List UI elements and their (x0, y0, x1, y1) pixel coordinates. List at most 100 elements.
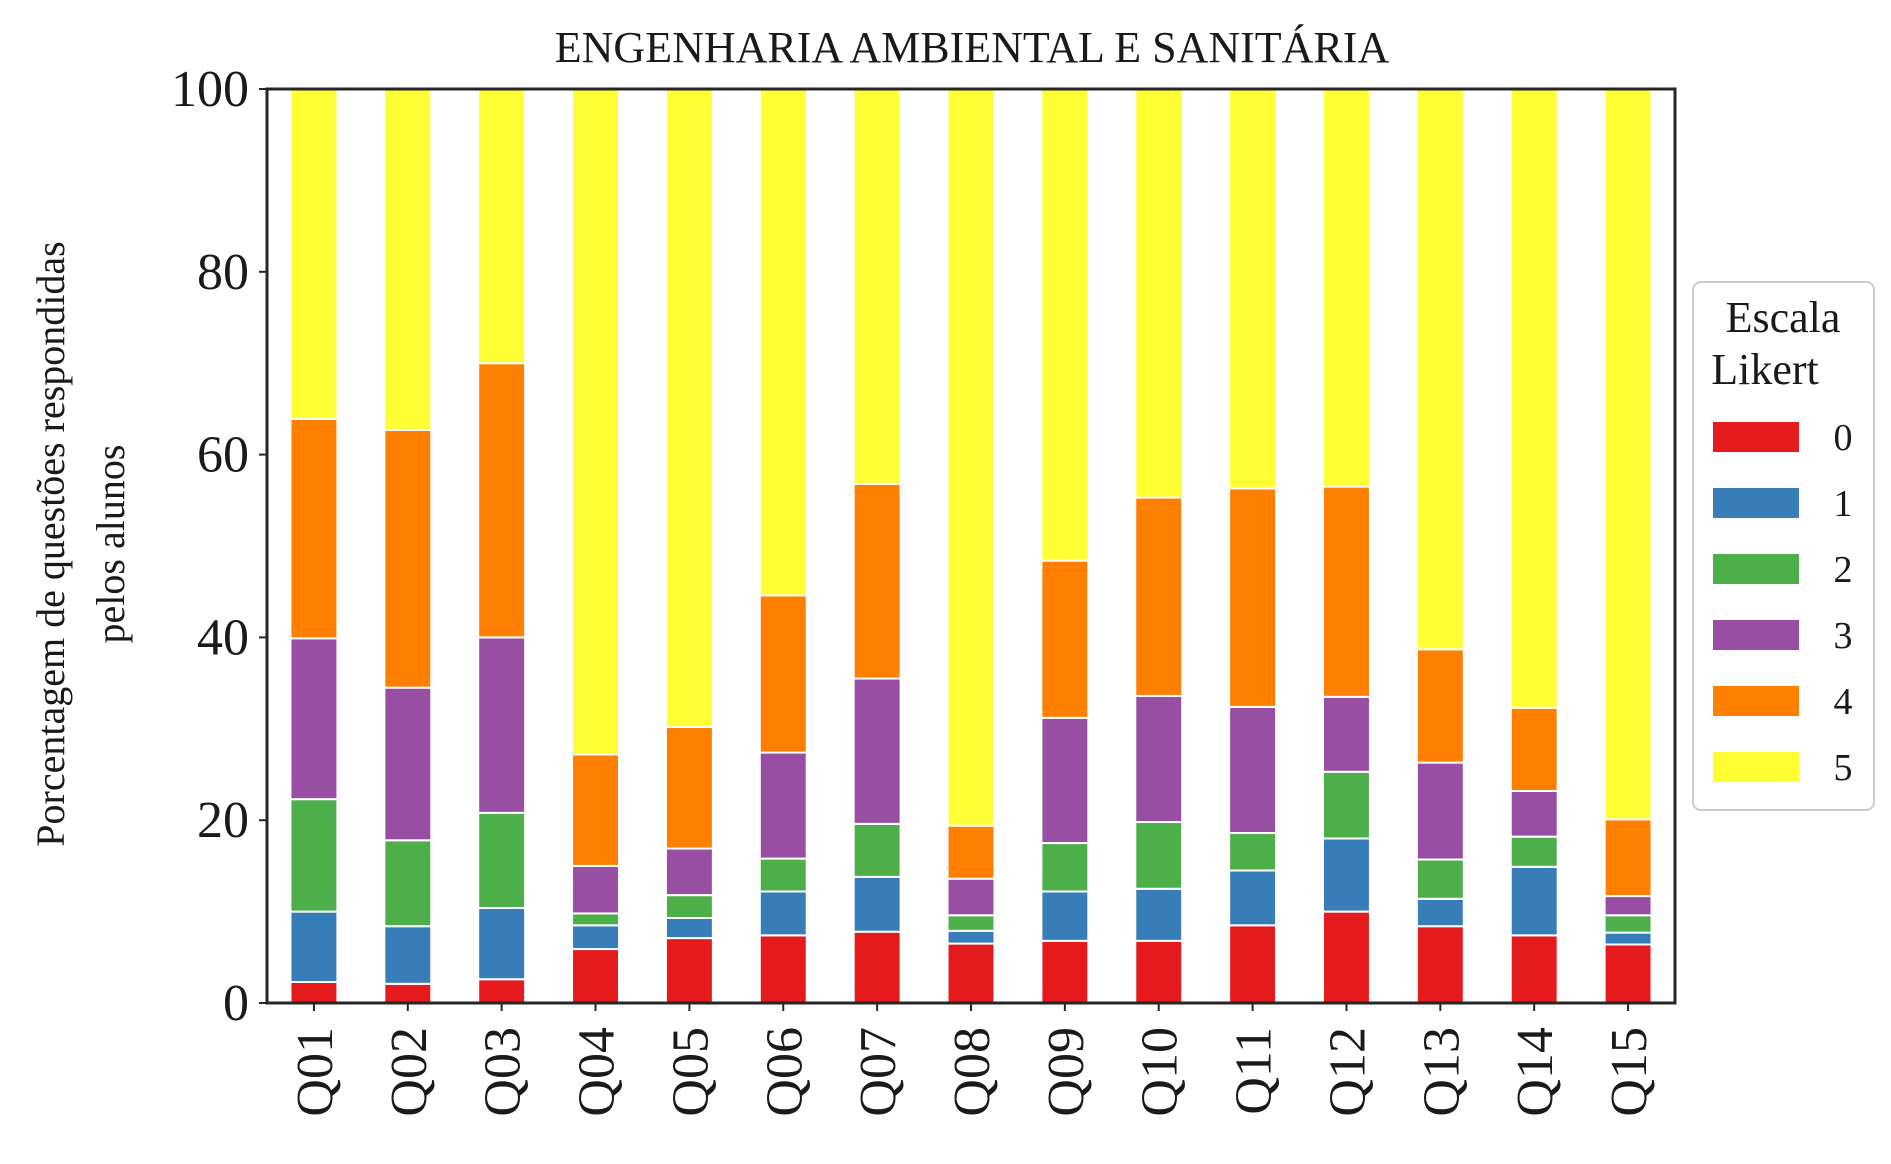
bar-segment-q14-level-1 (1509, 865, 1559, 937)
y-axis-label: Porcentagem de questões respondidas pelo… (28, 241, 133, 846)
bar-segment-q08-level-4 (946, 824, 996, 880)
bar-segment-q15-level-0 (1603, 943, 1653, 1005)
bar-segment-q14-level-0 (1509, 934, 1559, 1005)
bar-segment-q02-level-5 (383, 88, 433, 431)
bar-segment-q13-level-0 (1415, 925, 1465, 1004)
legend-label-2: 2 (1834, 549, 1853, 591)
y-tick-label-60: 60 (197, 427, 249, 484)
x-tick-label-q10: Q10 (1132, 1027, 1189, 1117)
bar-segment-q03-level-5 (477, 88, 527, 365)
bar-segment-q15-level-3 (1603, 895, 1653, 917)
bar-segment-q07-level-4 (852, 482, 902, 680)
bar-segment-q09-level-1 (1040, 890, 1090, 942)
bar-segment-q06-level-4 (758, 594, 808, 754)
bar-segment-q12-level-0 (1322, 910, 1371, 1004)
bar-segment-q01-level-2 (289, 798, 339, 913)
y-tick-label-0: 0 (223, 975, 249, 1032)
bar-segment-q01-level-5 (289, 88, 339, 420)
bar-segment-q08-level-0 (946, 942, 996, 1005)
bar-segment-q14-level-5 (1509, 88, 1559, 709)
x-tick-label-q11: Q11 (1226, 1027, 1283, 1115)
bar-segment-q10-level-2 (1134, 821, 1184, 890)
bar-segment-q13-level-1 (1415, 897, 1465, 928)
bar-segment-q08-level-2 (946, 914, 996, 932)
x-tick-label-q05: Q05 (662, 1027, 719, 1117)
bar-segment-q15-level-1 (1603, 931, 1653, 946)
x-tick-label-q06: Q06 (756, 1027, 813, 1117)
bar-segment-q02-level-3 (383, 686, 433, 842)
bar-segment-q06-level-5 (758, 88, 808, 597)
bar-segment-q09-level-2 (1040, 842, 1090, 893)
x-tick-label-q09: Q09 (1038, 1027, 1095, 1117)
legend-swatch-1 (1713, 488, 1799, 518)
bar-segment-q13-level-5 (1415, 88, 1465, 651)
bar-segment-q07-level-2 (852, 822, 902, 878)
bar-segment-q02-level-1 (383, 925, 433, 985)
bar-segment-q13-level-4 (1415, 648, 1465, 764)
bar-segment-q07-level-5 (852, 88, 902, 485)
bar-segment-q10-level-4 (1134, 496, 1184, 697)
bar-segment-q09-level-0 (1040, 939, 1090, 1005)
legend-swatch-2 (1713, 554, 1799, 584)
legend-label-0: 0 (1834, 417, 1853, 459)
x-tick-label-q08: Q08 (944, 1027, 1001, 1117)
bar-segment-q02-level-0 (383, 982, 433, 1005)
legend-swatch-4 (1713, 686, 1799, 716)
bar-segment-q05-level-3 (664, 847, 714, 897)
bar-segment-q09-level-3 (1040, 716, 1090, 845)
bar-segment-q13-level-2 (1415, 858, 1465, 900)
bar-segment-q01-level-1 (289, 910, 339, 983)
x-axis-ticks: Q01 Q02 Q03 Q04 Q05 Q06 Q07 Q08 Q09 Q10 Q11 Q12 Q13 Q… (287, 1003, 1658, 1117)
chart-title: ENGENHARIA AMBIENTAL E SANITÁRIA (555, 23, 1390, 72)
legend-box (1692, 281, 1875, 811)
bar-segment-q15-level-4 (1603, 818, 1653, 898)
bar-segment-q01-level-3 (289, 637, 339, 801)
bar-segment-q08-level-5 (946, 88, 996, 827)
legend: Escala Likert 0 1 2 3 4 5 (1692, 281, 1875, 811)
bar-segment-q04-level-1 (571, 924, 620, 951)
bar-segment-q01-level-0 (289, 980, 339, 1005)
bar-segment-q02-level-2 (383, 839, 433, 928)
x-tick-label-q07: Q07 (850, 1027, 907, 1117)
bar-segment-q02-level-4 (383, 428, 433, 689)
bar-segment-q01-level-4 (289, 417, 339, 640)
bar-segment-q06-level-3 (758, 751, 808, 860)
bar-segment-q08-level-3 (946, 877, 996, 917)
bar-segment-q05-level-0 (664, 937, 714, 1005)
x-tick-label-q01: Q01 (287, 1027, 344, 1117)
x-tick-label-q12: Q12 (1319, 1027, 1376, 1117)
x-tick-label-q13: Q13 (1413, 1027, 1470, 1117)
bar-segment-q14-level-2 (1509, 835, 1559, 868)
bar-segment-q06-level-1 (758, 890, 808, 937)
bar-segment-q11-level-5 (1228, 88, 1278, 490)
bar-segment-q04-level-2 (571, 912, 620, 927)
bar-segment-q03-level-4 (477, 362, 527, 639)
bar-segment-q14-level-4 (1509, 706, 1559, 792)
bar-segment-q15-level-5 (1603, 88, 1653, 821)
y-axis-label-line-2: pelos alunos (88, 445, 133, 644)
bar-segment-q12-level-5 (1322, 88, 1371, 488)
y-tick-label-80: 80 (197, 244, 249, 301)
bar-segment-q06-level-2 (758, 857, 808, 893)
bar-segment-q07-level-3 (852, 677, 902, 825)
bar-segment-q10-level-3 (1134, 694, 1184, 824)
bar-segment-q09-level-4 (1040, 559, 1090, 719)
legend-swatch-5 (1713, 752, 1799, 782)
plot-frame (265, 87, 1677, 1005)
bar-segment-q15-level-2 (1603, 914, 1653, 934)
bar-segment-q05-level-2 (664, 894, 714, 919)
bar-segment-q12-level-2 (1322, 770, 1371, 840)
y-axis-ticks: 0 20 40 60 80 100 (171, 61, 267, 1032)
bar-segment-q12-level-3 (1322, 695, 1371, 773)
bar-segment-q03-level-3 (477, 636, 527, 814)
bar-segment-q04-level-5 (571, 88, 620, 756)
bar-segment-q03-level-2 (477, 811, 527, 909)
legend-title-line-2: Likert (1711, 345, 1819, 394)
bar-segment-q11-level-2 (1228, 831, 1278, 872)
bar-segment-q12-level-4 (1322, 485, 1371, 698)
bar-segment-q08-level-1 (946, 929, 996, 945)
bar-segment-q09-level-5 (1040, 88, 1090, 562)
bar-segment-q13-level-3 (1415, 761, 1465, 861)
legend-label-3: 3 (1834, 615, 1853, 657)
